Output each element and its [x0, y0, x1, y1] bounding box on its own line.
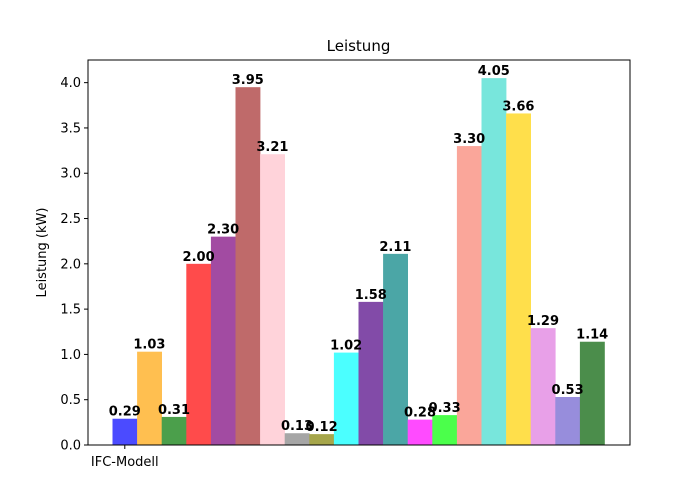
bar-value-label: 1.58: [355, 288, 387, 303]
y-tick-label: 2.0: [60, 257, 81, 272]
bar: [579, 341, 605, 445]
bar: [112, 418, 138, 445]
bar: [358, 301, 384, 445]
data-labels-layer: 0.29 1.03 0.31 2.00 2.30 3.95 3.21 0.130.12 1.02…: [109, 64, 608, 435]
y-axis: 0.0 0.5 1.0 1.5 2.0 2.5 3.0 3.5 4.0: [60, 76, 88, 454]
bar-value-label: 0.53: [552, 383, 584, 398]
bar: [383, 253, 408, 445]
bar-value-label: 1.29: [527, 314, 559, 329]
bars-layer: [112, 78, 605, 446]
bar-value-label: 3.21: [256, 140, 288, 155]
y-tick-label: 0.5: [60, 393, 81, 408]
bar: [456, 146, 482, 445]
y-tick-label: 3.0: [60, 167, 81, 182]
bar: [186, 263, 212, 445]
bar-value-label: 2.00: [183, 250, 215, 265]
bar-value-label: 0.13: [281, 419, 313, 434]
bar: [481, 78, 507, 445]
bar: [555, 396, 581, 445]
bar: [210, 236, 236, 445]
bar: [309, 434, 335, 445]
bar-value-label: 2.30: [207, 223, 239, 238]
x-tick-label: IFC-Modell: [91, 455, 159, 470]
bar-value-label: 1.03: [133, 338, 165, 353]
bar-value-label: 1.02: [330, 339, 362, 354]
x-axis: IFC-Modell: [91, 445, 159, 470]
bar: [432, 415, 458, 445]
bar-value-label: 0.33: [429, 401, 461, 416]
y-tick-label: 3.5: [60, 121, 81, 136]
bar-value-label: 2.11: [379, 240, 411, 255]
bar: [260, 154, 285, 445]
bar: [506, 113, 531, 446]
bar: [235, 87, 261, 446]
bar-value-label: 0.12: [306, 420, 338, 435]
bar-value-label: 3.95: [232, 73, 264, 88]
bar-value-label: 0.31: [158, 403, 190, 418]
y-axis-label: Leistung (kW): [35, 208, 50, 298]
y-tick-label: 4.0: [60, 76, 81, 91]
bar: [407, 419, 433, 445]
bar: [530, 328, 556, 445]
bar-value-label: 4.05: [478, 64, 510, 79]
bar-value-label: 3.30: [453, 132, 485, 147]
y-tick-label: 2.5: [60, 212, 81, 227]
plot-frame: [87, 59, 631, 446]
bar-value-label: 3.66: [502, 99, 534, 114]
bar-value-label: 0.28: [404, 406, 436, 421]
bar: [137, 351, 162, 445]
y-tick-label: 0.0: [60, 439, 81, 454]
y-tick-label: 1.5: [60, 303, 81, 318]
bar: [333, 352, 359, 445]
y-tick-label: 1.0: [60, 348, 81, 363]
bar: [161, 416, 187, 445]
chart-title: Leistung: [327, 37, 391, 55]
bar-value-label: 1.14: [576, 328, 608, 343]
bar: [284, 433, 310, 445]
bar-value-label: 0.29: [109, 405, 141, 420]
